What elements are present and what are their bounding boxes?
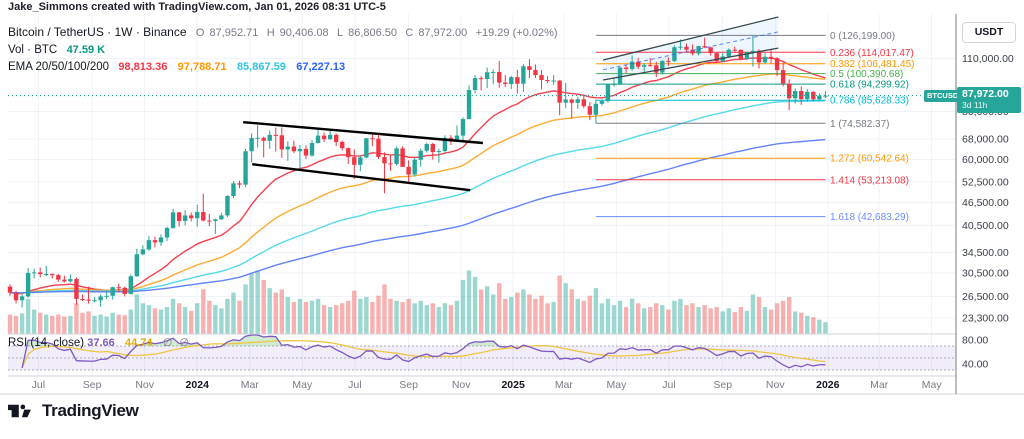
svg-text:40,500.00: 40,500.00: [962, 220, 1009, 232]
rsi-ma-value: 44.74: [125, 337, 153, 349]
svg-text:46,500.00: 46,500.00: [962, 197, 1009, 209]
svg-text:May: May: [292, 379, 313, 391]
svg-text:1.618 (42,683.29): 1.618 (42,683.29): [830, 212, 909, 223]
svg-text:Jul: Jul: [32, 379, 45, 391]
ohlc-low-value: 86,806.50: [348, 27, 398, 39]
svg-text:Jul: Jul: [348, 379, 361, 391]
ema200-value: 67,227.13: [296, 61, 346, 73]
svg-text:68,000.00: 68,000.00: [962, 133, 1009, 145]
ohlc-high-value: 90,406.08: [279, 27, 329, 39]
rsi-label: RSI (14, close): [8, 337, 85, 349]
svg-text:1.272 (60,542.64): 1.272 (60,542.64): [830, 154, 909, 165]
rsi-hidden-icon[interactable]: ∅: [179, 337, 190, 349]
rsi-legend-row[interactable]: RSI (14, close) 37.66 44.74 ∅ ∅: [8, 336, 193, 349]
svg-text:0 (126,199.00): 0 (126,199.00): [830, 31, 895, 42]
svg-text:23,300.00: 23,300.00: [962, 312, 1009, 324]
svg-text:Mar: Mar: [241, 379, 260, 391]
ohlc-close-value: 87,972.00: [418, 27, 468, 39]
symbol-price-flag: BTCUSDT: [924, 90, 966, 102]
svg-text:60,000.00: 60,000.00: [962, 154, 1009, 166]
svg-text:0.382 (106,481.45): 0.382 (106,481.45): [830, 59, 915, 70]
last-price-value: 87,972.00: [962, 88, 1009, 100]
last-price-badge[interactable]: 87,972.00 3d 11h: [957, 87, 1021, 113]
svg-text:0.786 (85,628.33): 0.786 (85,628.33): [830, 96, 909, 107]
svg-text:2025: 2025: [501, 379, 525, 391]
volume-value: 47.59 K: [66, 44, 106, 56]
ohlc-open-value: 87,952.71: [209, 27, 259, 39]
symbol-title[interactable]: Bitcoin / TetherUS · 1W · Binance: [8, 25, 187, 39]
svg-text:Sep: Sep: [83, 379, 102, 391]
svg-text:Jul: Jul: [662, 379, 675, 391]
rsi-hidden-icon[interactable]: ∅: [162, 337, 173, 349]
svg-text:Mar: Mar: [870, 379, 889, 391]
legend-volume-row[interactable]: Vol · BTC 47.59 K: [8, 41, 563, 57]
ohlc-high-label: H: [266, 27, 275, 39]
currency-usdt-button[interactable]: USDT: [962, 22, 1016, 43]
legend-symbol-row[interactable]: Bitcoin / TetherUS · 1W · Binance O 87,95…: [8, 24, 563, 40]
svg-text:1 (74,582.37): 1 (74,582.37): [830, 119, 890, 130]
ohlc-low-label: L: [336, 27, 344, 39]
svg-text:80.00: 80.00: [962, 335, 988, 347]
footer-brand-text: TradingView: [42, 401, 139, 420]
svg-text:2024: 2024: [186, 379, 210, 391]
volume-label: Vol · BTC: [8, 44, 58, 56]
ema20-value: 98,813.36: [118, 61, 168, 73]
svg-text:40.00: 40.00: [962, 359, 988, 371]
ohlc-open-label: O: [195, 27, 205, 39]
svg-text:26,500.00: 26,500.00: [962, 291, 1009, 303]
svg-text:34,500.00: 34,500.00: [962, 247, 1009, 259]
svg-text:Sep: Sep: [399, 379, 418, 391]
ema50-value: 97,788.71: [177, 61, 227, 73]
bar-countdown: 3d 11h: [962, 100, 988, 110]
svg-text:30,500.00: 30,500.00: [962, 267, 1009, 279]
svg-text:Mar: Mar: [555, 379, 574, 391]
svg-text:Sep: Sep: [713, 379, 732, 391]
svg-text:2026: 2026: [816, 379, 840, 391]
svg-text:110,000.00: 110,000.00: [962, 53, 1014, 65]
svg-text:Nov: Nov: [452, 379, 471, 391]
svg-text:0.236 (114,017.47): 0.236 (114,017.47): [830, 48, 914, 59]
svg-text:Nov: Nov: [766, 379, 785, 391]
svg-text:1.414 (53,213.08): 1.414 (53,213.08): [830, 175, 909, 186]
footer-branding[interactable]: TradingView: [8, 401, 139, 421]
svg-text:0.5 (100,390.68): 0.5 (100,390.68): [830, 69, 903, 80]
svg-text:52,500.00: 52,500.00: [962, 177, 1009, 189]
legend: Bitcoin / TetherUS · 1W · Binance O 87,95…: [8, 24, 563, 75]
tradingview-logo-icon: [8, 404, 31, 418]
svg-text:May: May: [606, 379, 627, 391]
ema100-value: 85,867.59: [236, 61, 286, 73]
legend-ema-row[interactable]: EMA 20/50/100/200 98,813.36 97,788.71 85…: [8, 58, 563, 74]
ohlc-close-label: C: [405, 27, 414, 39]
svg-text:May: May: [922, 379, 943, 391]
rsi-value: 37.66: [87, 337, 115, 349]
ema-label: EMA 20/50/100/200: [8, 61, 110, 73]
svg-text:Nov: Nov: [135, 379, 154, 391]
change-value: +19.29 (+0.02%): [475, 27, 558, 39]
svg-text:0.618 (94,299.92): 0.618 (94,299.92): [830, 80, 909, 91]
attribution-text: Jake_Simmons created with TradingView.co…: [8, 1, 386, 13]
